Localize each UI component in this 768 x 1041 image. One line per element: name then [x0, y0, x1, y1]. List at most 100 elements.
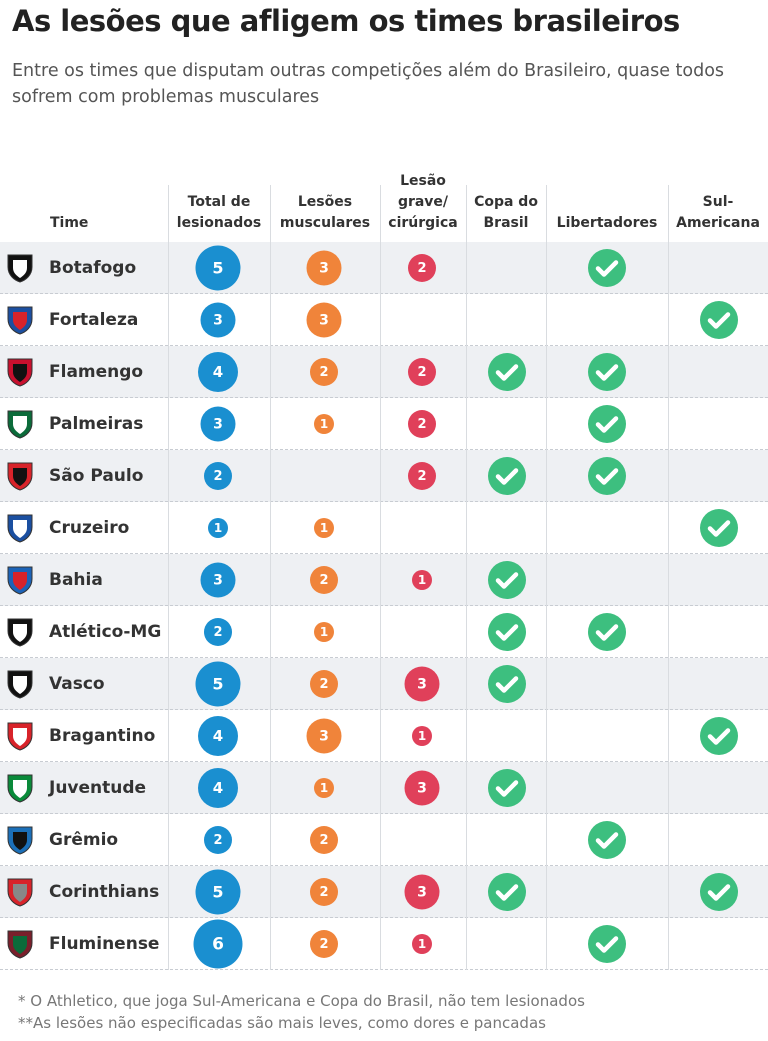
check-icon: [488, 353, 526, 391]
team-crest-icon: [5, 616, 35, 648]
team-name: Vasco: [49, 674, 105, 694]
check-icon: [588, 249, 626, 287]
grave-value-circle: 1: [412, 726, 432, 746]
musculares-value-circle: 2: [310, 826, 338, 854]
total-value-circle: 1: [208, 518, 228, 538]
total-value-circle: 2: [204, 462, 232, 490]
table-row: Bahia 3 2 1: [0, 554, 768, 606]
table-row: Bragantino 4 3 1: [0, 710, 768, 762]
check-icon: [700, 301, 738, 339]
musculares-value-circle: 2: [310, 358, 338, 386]
check-icon: [588, 405, 626, 443]
page-title: As lesões que afligem os times brasileir…: [12, 4, 680, 38]
check-icon: [488, 665, 526, 703]
team-crest-icon: [5, 512, 35, 544]
musculares-value-circle: 1: [314, 414, 334, 434]
musculares-value-circle: 2: [310, 670, 338, 698]
check-icon: [488, 613, 526, 651]
team-crest-icon: [5, 928, 35, 960]
total-value-circle: 4: [198, 716, 238, 756]
subtitle: Entre os times que disputam outras compe…: [12, 61, 725, 107]
grave-value-circle: 3: [404, 770, 440, 806]
grave-value-circle: 2: [408, 462, 436, 490]
check-icon: [488, 873, 526, 911]
check-icon: [700, 717, 738, 755]
team-name: São Paulo: [49, 466, 144, 486]
column-divider: [546, 185, 547, 970]
musculares-value-circle: 3: [306, 250, 342, 286]
column-divider: [270, 185, 271, 970]
check-icon: [700, 873, 738, 911]
grave-value-circle: 2: [408, 254, 436, 282]
team-name: Fortaleza: [49, 310, 139, 330]
column-header: Sul-Americana: [676, 194, 760, 231]
table-row: Atlético-MG 2 1: [0, 606, 768, 658]
table-row: Juventude 4 1 3: [0, 762, 768, 814]
table-row: Corinthians 5 2 3: [0, 866, 768, 918]
check-icon: [488, 769, 526, 807]
total-value-circle: 5: [195, 245, 241, 291]
team-crest-icon: [5, 408, 35, 440]
grave-value-circle: 3: [404, 666, 440, 702]
check-icon: [588, 613, 626, 651]
team-name: Flamengo: [49, 362, 144, 382]
musculares-value-circle: 2: [310, 930, 338, 958]
check-icon: [588, 457, 626, 495]
column-header: Libertadores: [556, 215, 658, 231]
footnote-1: * O Athletico, que joga Sul-Americana e …: [18, 992, 585, 1010]
table-row: São Paulo 2 2: [0, 450, 768, 502]
table-header: Time Total de lesionados Lesões musculares…: [0, 150, 768, 234]
total-value-circle: 4: [198, 352, 238, 392]
team-name: Bahia: [49, 570, 103, 590]
column-header: Total de lesionados: [176, 194, 262, 231]
check-icon: [488, 457, 526, 495]
musculares-value-circle: 2: [310, 878, 338, 906]
musculares-value-circle: 1: [314, 518, 334, 538]
grave-value-circle: 3: [404, 874, 440, 910]
total-value-circle: 5: [195, 661, 241, 707]
footnote-2: **As lesões não especificadas são mais l…: [18, 1014, 546, 1032]
grave-value-circle: 1: [412, 934, 432, 954]
column-header: Lesão grave/ cirúrgica: [388, 173, 458, 231]
team-crest-icon: [5, 720, 35, 752]
team-name: Fluminense: [49, 934, 160, 954]
column-header: Time: [50, 215, 89, 231]
team-name: Palmeiras: [49, 414, 144, 434]
musculares-value-circle: 1: [314, 622, 334, 642]
team-name: Atlético-MG: [49, 622, 162, 642]
column-divider: [668, 185, 669, 970]
team-name: Bragantino: [49, 726, 156, 746]
total-value-circle: 3: [200, 406, 236, 442]
total-value-circle: 3: [200, 562, 236, 598]
column-header: Copa do Brasil: [474, 194, 538, 231]
check-icon: [488, 561, 526, 599]
team-crest-icon: [5, 356, 35, 388]
musculares-value-circle: 1: [314, 778, 334, 798]
grave-value-circle: 2: [408, 410, 436, 438]
team-crest-icon: [5, 460, 35, 492]
team-crest-icon: [5, 564, 35, 596]
total-value-circle: 2: [204, 826, 232, 854]
table-row: Vasco 5 2 3: [0, 658, 768, 710]
total-value-circle: 4: [198, 768, 238, 808]
table-row: Flamengo 4 2 2: [0, 346, 768, 398]
table-row: Cruzeiro 1 1: [0, 502, 768, 554]
team-crest-icon: [5, 668, 35, 700]
total-value-circle: 2: [204, 618, 232, 646]
team-name: Juventude: [49, 778, 147, 798]
table-row: Fluminense 6 2 1: [0, 918, 768, 970]
grave-value-circle: 1: [412, 570, 432, 590]
team-name: Grêmio: [49, 830, 119, 850]
musculares-value-circle: 2: [310, 566, 338, 594]
table-row: Palmeiras 3 1 2: [0, 398, 768, 450]
table-row: Botafogo 5 3 2: [0, 242, 768, 294]
check-icon: [588, 821, 626, 859]
column-divider: [466, 185, 467, 970]
check-icon: [700, 509, 738, 547]
table-row: Fortaleza 3 3: [0, 294, 768, 346]
team-name: Botafogo: [49, 258, 137, 278]
total-value-circle: 6: [193, 919, 243, 969]
check-icon: [588, 353, 626, 391]
column-divider: [168, 185, 169, 970]
